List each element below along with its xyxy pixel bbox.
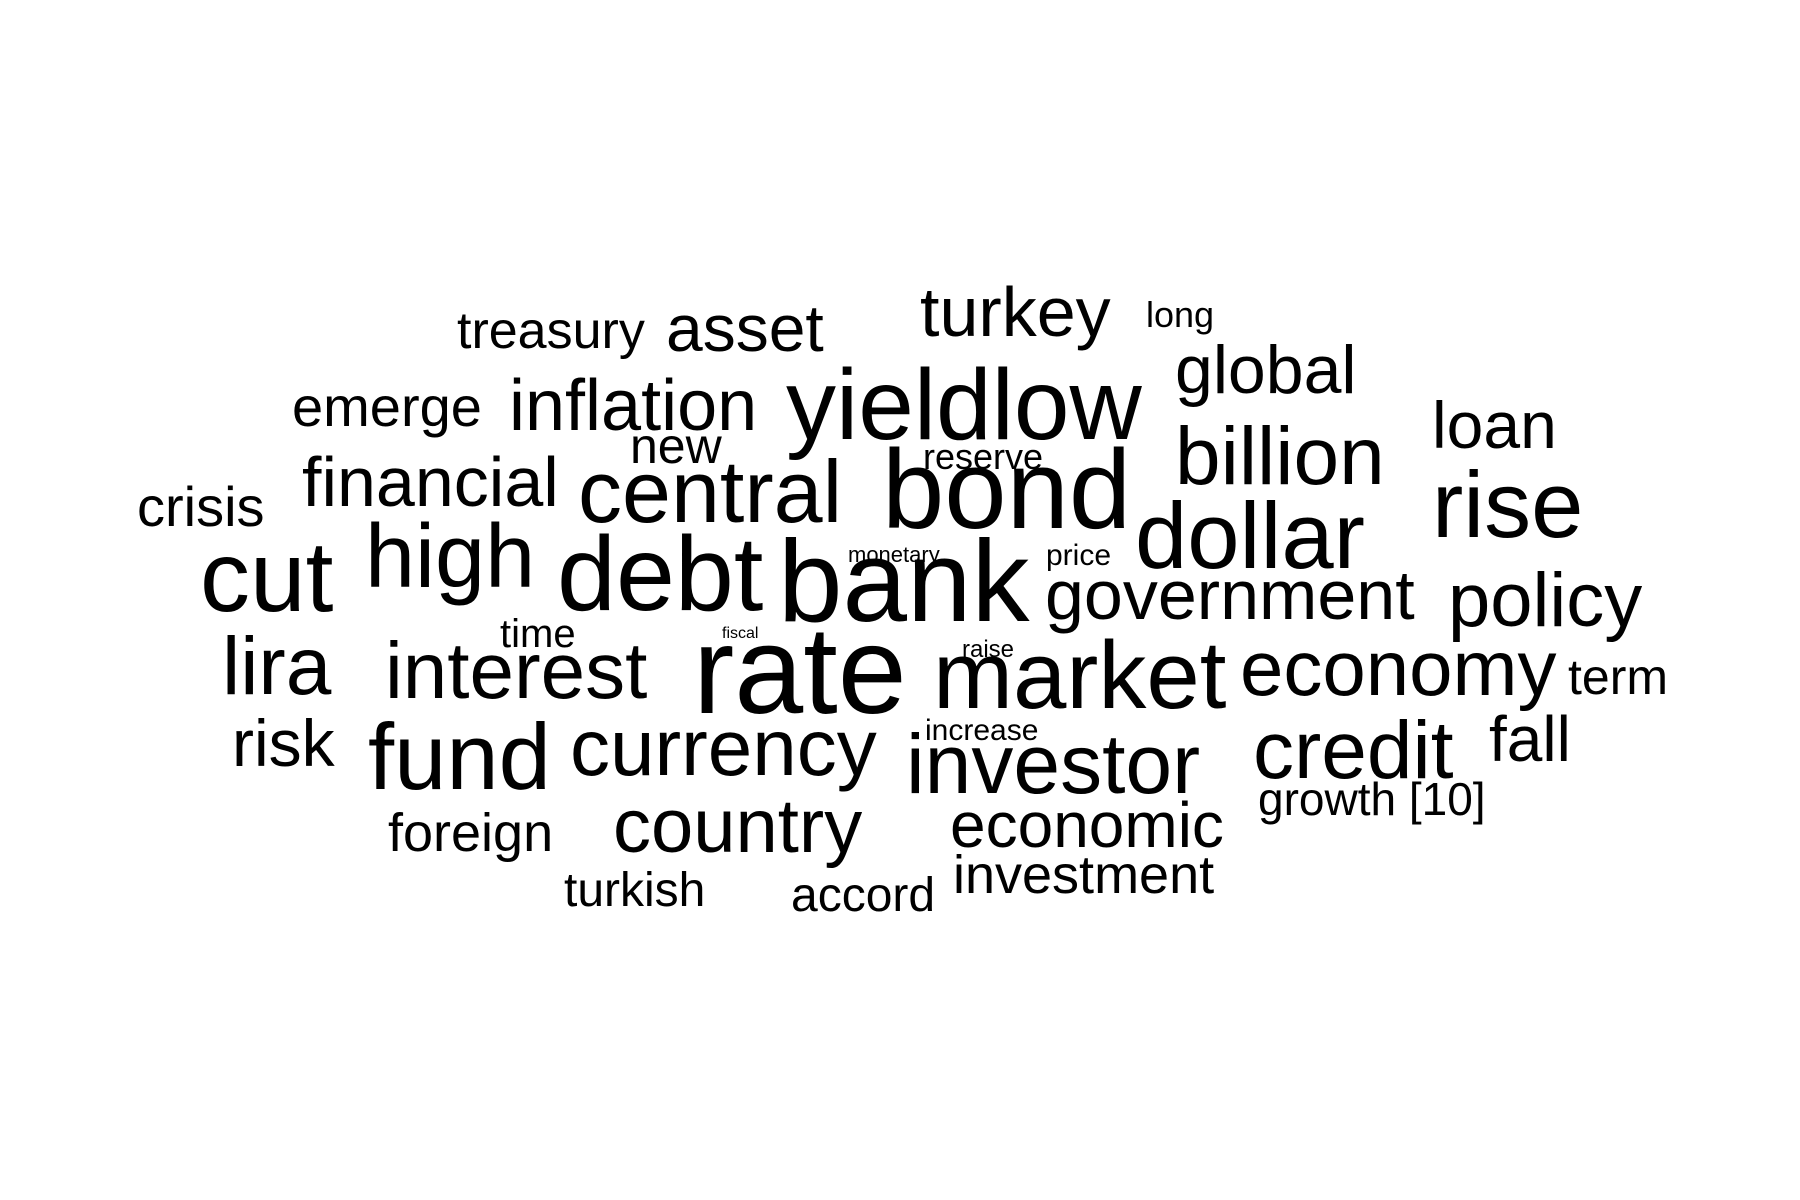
word-billion: billion <box>1175 410 1385 502</box>
word-monetary: monetary <box>848 542 940 568</box>
word-investor: investor <box>906 716 1201 811</box>
word-growth: growth [10] <box>1258 773 1486 826</box>
word-economic: economic <box>950 789 1224 862</box>
word-new: new <box>630 417 722 474</box>
word-reserve: reserve <box>923 436 1044 478</box>
word-market: market <box>933 622 1227 730</box>
word-fall: fall <box>1489 703 1571 776</box>
word-term: term <box>1568 648 1668 705</box>
word-fund: fund <box>368 703 551 809</box>
word-credit: credit <box>1253 704 1454 796</box>
word-yieldlow: yieldlow <box>786 348 1142 461</box>
word-treasury: treasury <box>457 301 645 360</box>
word-risk: risk <box>232 706 335 781</box>
word-rise: rise <box>1432 451 1584 557</box>
word-long: long <box>1146 294 1215 336</box>
word-time: time <box>500 611 576 656</box>
word-rate: rate <box>693 601 907 740</box>
word-increase: increase <box>925 713 1039 747</box>
word-fiscal: fiscal <box>722 624 759 642</box>
word-cut: cut <box>200 520 334 633</box>
word-policy: policy <box>1448 558 1643 644</box>
word-bond: bond <box>882 426 1132 552</box>
word-interest: interest <box>385 625 648 715</box>
word-central: central <box>578 442 843 542</box>
word-crisis: crisis <box>137 475 265 539</box>
word-inflation: inflation <box>509 365 758 446</box>
word-foreign: foreign <box>388 803 554 864</box>
word-dollar: dollar <box>1135 482 1365 588</box>
word-turkish: turkish <box>564 863 706 917</box>
word-high: high <box>365 506 536 607</box>
word-loan: loan <box>1432 388 1557 463</box>
word-raise: raise <box>962 636 1015 664</box>
word-government: government <box>1045 555 1415 634</box>
word-economy: economy <box>1240 624 1557 713</box>
word-investment: investment <box>953 845 1215 906</box>
word-debt: debt <box>557 515 764 634</box>
word-accord: accord <box>791 868 936 922</box>
word-price: price <box>1046 538 1112 572</box>
word-global: global <box>1175 332 1357 409</box>
word-emerge: emerge <box>292 375 482 439</box>
word-asset: asset <box>666 291 824 366</box>
word-bank: bank <box>778 516 1030 647</box>
word-turkey: turkey <box>920 272 1111 351</box>
word-currency: currency <box>570 702 877 792</box>
word-financial: financial <box>302 442 559 521</box>
word-country: country <box>613 784 863 870</box>
word-lira: lira <box>222 620 332 712</box>
